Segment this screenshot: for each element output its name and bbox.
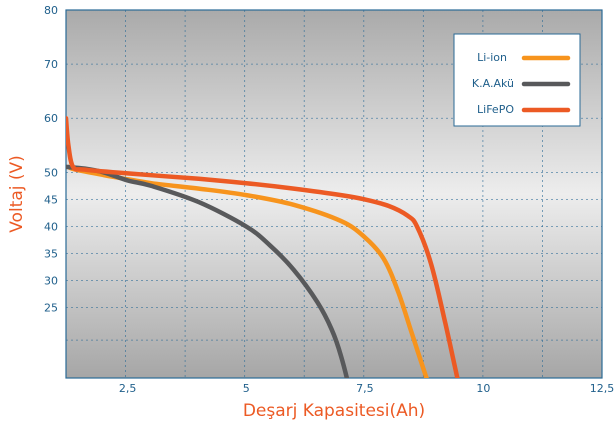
x-tick-label: 12,5: [590, 382, 614, 395]
plot-frame: [65, 9, 603, 379]
series-group: [66, 115, 460, 378]
legend-label-li-ion: Li-ion: [477, 51, 507, 64]
legend-label-ka-aku: K.A.Akü: [472, 77, 514, 90]
x-tick-label: 5: [243, 382, 250, 395]
y-tick-label: 45: [44, 193, 58, 206]
y-tick-label: 80: [44, 4, 58, 17]
y-tick-label: 50: [44, 166, 58, 179]
y-tick-label: 70: [44, 58, 58, 71]
legend: Li-ion K.A.Akü LiFePO: [453, 33, 581, 127]
x-tick-labels: 2,5 5 7,5 10 12,5: [119, 382, 614, 395]
y-tick-label: 25: [44, 302, 58, 315]
y-tick-label: 30: [44, 275, 58, 288]
x-axis-title: Deşarj Kapasitesi(Ah): [243, 401, 425, 421]
y-axis-title: Voltaj (V): [7, 155, 27, 233]
x-tick-label: 2,5: [119, 382, 137, 395]
legend-label-lifepo: LiFePO: [477, 103, 514, 116]
x-tick-label: 7,5: [356, 382, 374, 395]
y-tick-labels: 80 70 60 50 45 40 35 30 25: [44, 4, 58, 315]
y-tick-label: 35: [44, 248, 58, 261]
series-line-lifepo: [66, 115, 460, 378]
y-tick-label: 60: [44, 112, 58, 125]
x-tick-label: 10: [476, 382, 490, 395]
y-tick-label: 40: [44, 220, 58, 233]
